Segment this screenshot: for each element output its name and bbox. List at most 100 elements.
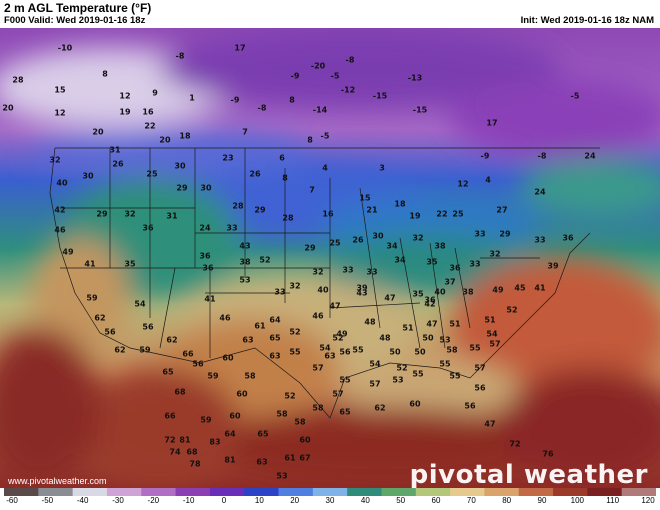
temperature-label: 60: [236, 389, 248, 399]
temperature-label: 7: [309, 185, 315, 195]
temperature-label: 64: [269, 315, 281, 325]
temperature-label: 49: [492, 285, 504, 295]
temperature-label: 45: [514, 283, 526, 293]
temperature-label: -15: [412, 105, 428, 115]
map-title: 2 m AGL Temperature (°F): [4, 1, 152, 15]
temperature-label: 31: [109, 145, 121, 155]
colorbar-tick-label: -60: [6, 496, 18, 505]
temperature-label: 33: [342, 265, 354, 275]
temperature-label: 40: [317, 285, 329, 295]
temperature-label: 25: [329, 238, 341, 248]
temperature-label: 36: [449, 263, 461, 273]
temperature-label: 33: [274, 287, 286, 297]
temperature-label: 29: [254, 205, 266, 215]
colorbar-tick-label: 70: [466, 496, 476, 505]
temperature-label: 48: [364, 317, 376, 327]
temperature-label: 51: [402, 323, 414, 333]
colorbar-segment: [553, 488, 588, 496]
temperature-label: 26: [249, 169, 261, 179]
temperature-label: -5: [330, 71, 340, 81]
temperature-label: 72: [509, 439, 521, 449]
temperature-label: 51: [449, 319, 461, 329]
colorbar-tick-label: 90: [537, 496, 547, 505]
temperature-label: 52: [289, 327, 301, 337]
colorbar-tick-label: -50: [41, 496, 54, 505]
colorbar-tick-label: 100: [570, 496, 585, 505]
brand-logo: pivotal weather: [409, 460, 648, 488]
temperature-label: 28: [232, 201, 244, 211]
temperature-label: 15: [359, 193, 371, 203]
temperature-label: 16: [322, 209, 334, 219]
temperature-label: 81: [224, 455, 236, 465]
colorbar-segment: [209, 488, 245, 496]
colorbar-tick-label: 40: [360, 496, 370, 505]
temperature-field: [0, 28, 660, 488]
temperature-label: 30: [200, 183, 212, 193]
temperature-label: 57: [312, 363, 324, 373]
temperature-label: 26: [112, 159, 124, 169]
temperature-label: 49: [62, 247, 74, 257]
colorbar-segment: [450, 488, 485, 496]
temperature-label: 63: [242, 335, 254, 345]
temperature-label: -8: [257, 103, 267, 113]
temperature-label: 64: [224, 429, 236, 439]
colorbar-segment: [141, 488, 177, 496]
temperature-label: 1: [189, 93, 195, 103]
temperature-label: 57: [489, 339, 501, 349]
temperature-label: 24: [199, 223, 211, 233]
colorbar-tick-label: 110: [606, 496, 620, 505]
temperature-label: 22: [436, 209, 448, 219]
temperature-label: 32: [412, 233, 424, 243]
colorbar-tick-label: 50: [396, 496, 406, 505]
colorbar-segment: [381, 488, 417, 496]
temperature-label: 21: [366, 205, 378, 215]
temperature-label: 19: [409, 211, 421, 221]
temperature-label: 47: [484, 419, 496, 429]
colorbar-segment: [38, 488, 74, 496]
temperature-label: 63: [269, 351, 281, 361]
temperature-label: 60: [229, 411, 241, 421]
temperature-label: 29: [499, 229, 511, 239]
temperature-label: 18: [394, 199, 406, 209]
temperature-label: 27: [496, 205, 508, 215]
temperature-label: 57: [474, 363, 486, 373]
temperature-label: 53: [439, 335, 451, 345]
colorbar-tick-label: 0: [221, 496, 227, 505]
temperature-label: 3: [379, 163, 385, 173]
colorbar-segment: [621, 488, 656, 496]
temperature-label: 48: [379, 333, 391, 343]
temperature-label: 66: [164, 411, 176, 421]
temperature-label: 28: [282, 213, 294, 223]
temperature-label: 49: [336, 329, 348, 339]
colorbar-segment: [518, 488, 554, 496]
temperature-label: 56: [464, 401, 476, 411]
colorbar-segment: [4, 488, 39, 496]
temperature-label: 30: [82, 171, 94, 181]
temperature-label: 58: [244, 371, 256, 381]
temperature-label: 29: [304, 243, 316, 253]
temperature-label: 22: [144, 121, 156, 131]
temperature-label: 12: [54, 108, 66, 118]
temperature-label: 57: [369, 379, 381, 389]
temperature-label: 42: [54, 205, 66, 215]
site-url: www.pivotalweather.com: [8, 476, 107, 486]
temperature-label: 54: [486, 329, 498, 339]
temperature-label: 81: [179, 435, 191, 445]
temperature-label: 38: [239, 257, 251, 267]
temperature-label: -9: [230, 95, 240, 105]
temperature-label: 4: [322, 163, 328, 173]
temperature-label: 31: [166, 211, 178, 221]
init-time: Init: Wed 2019-01-16 18z NAM: [520, 15, 654, 26]
temperature-label: 32: [312, 267, 324, 277]
temperature-label: 55: [412, 369, 424, 379]
temperature-label: -8: [175, 51, 185, 61]
temperature-label: 68: [174, 387, 186, 397]
temperature-label: 67: [299, 453, 311, 463]
temperature-label: 59: [86, 293, 98, 303]
temperature-map[interactable]: -10 -8 17 -20 -8 -13 -9 -5 -12 -15 -15 28 8 15 12 9 1 -9-…: [0, 28, 660, 488]
colorbar-segment: [587, 488, 623, 496]
temperature-label: 35: [412, 289, 424, 299]
temperature-label: 58: [312, 403, 324, 413]
temperature-label: -8: [537, 151, 547, 161]
colorbar-segment: [106, 488, 142, 496]
